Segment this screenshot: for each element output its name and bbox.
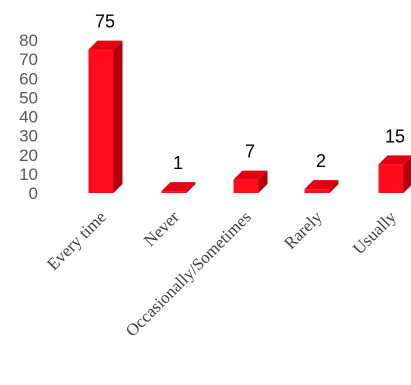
x-tick-label: Occasionally/Sometimes — [122, 207, 255, 340]
x-tick-label: Every time — [43, 207, 110, 274]
bar-side — [113, 40, 123, 193]
y-tick-label: 70 — [19, 50, 38, 69]
data-label: 15 — [385, 126, 405, 146]
bars — [88, 40, 411, 193]
bar-top — [304, 180, 339, 190]
bar-top — [233, 170, 268, 180]
data-label: 2 — [316, 151, 326, 171]
data-label: 75 — [95, 12, 115, 32]
bar — [233, 170, 268, 193]
bar-front — [378, 164, 404, 193]
x-tick-label: Usually — [349, 207, 400, 258]
bar-front — [161, 191, 187, 193]
bar — [378, 155, 411, 193]
y-tick-label: 40 — [19, 108, 38, 127]
data-label: 7 — [245, 142, 255, 162]
bar — [161, 182, 196, 193]
bar-front — [304, 189, 330, 193]
x-tick-label: Never — [140, 207, 183, 250]
bar-side — [329, 180, 339, 193]
bar-top — [378, 155, 411, 165]
bar — [88, 40, 123, 193]
y-tick-label: 10 — [19, 165, 38, 184]
y-tick-label: 0 — [29, 184, 38, 203]
bar-side — [258, 170, 268, 193]
y-tick-label: 30 — [19, 127, 38, 146]
bar-side — [186, 182, 196, 193]
bar-front — [233, 179, 259, 193]
bar-side — [403, 156, 411, 193]
bar-front — [88, 49, 114, 193]
bar — [304, 180, 339, 193]
data-labels: 75 1 7 2 15 — [95, 12, 405, 174]
bar-top — [161, 182, 196, 192]
y-tick-label: 20 — [19, 146, 38, 165]
y-tick-label: 50 — [19, 88, 38, 107]
y-tick-label: 60 — [19, 69, 38, 88]
y-tick-label: 80 — [19, 31, 38, 50]
x-tick-label: Rarely — [280, 207, 326, 253]
data-label: 1 — [173, 153, 183, 173]
bar-top — [88, 40, 123, 50]
